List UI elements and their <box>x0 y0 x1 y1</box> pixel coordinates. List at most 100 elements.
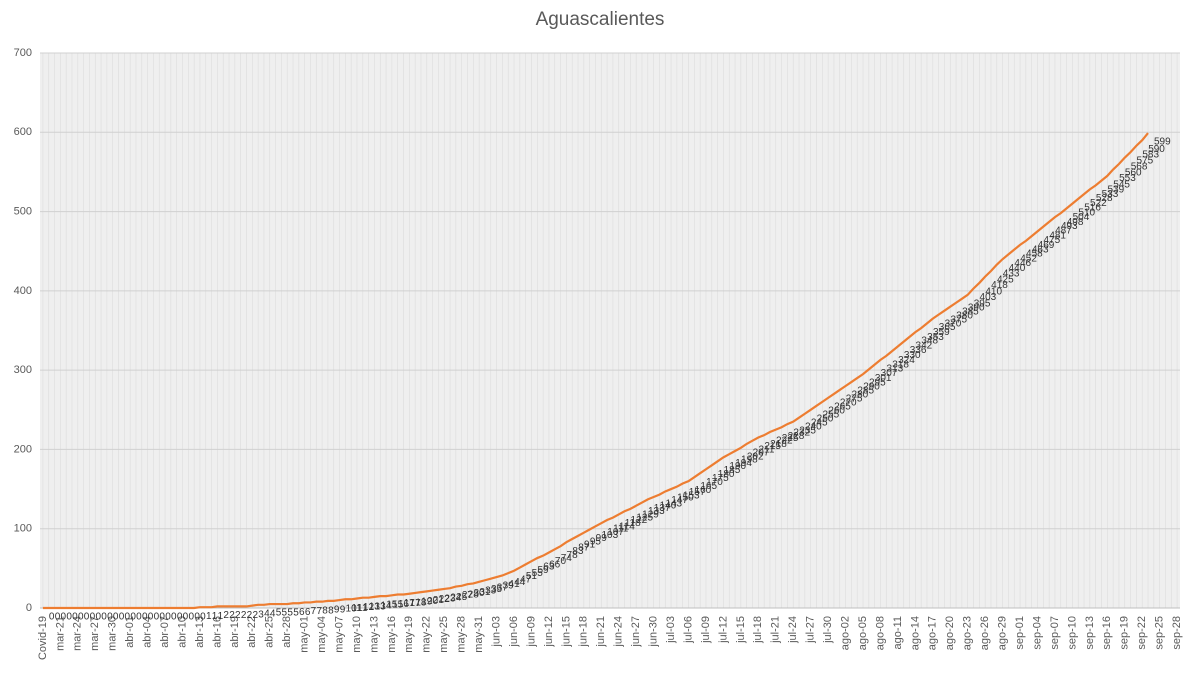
data-label: 175 <box>712 473 729 484</box>
data-label: 2 <box>252 610 258 621</box>
x-tick-label: ago-20 <box>944 616 956 650</box>
x-tick-label: jul-12 <box>717 616 729 644</box>
data-label: 198 <box>741 455 758 466</box>
data-label: 147 <box>671 495 688 506</box>
y-tick-label: 300 <box>14 364 32 376</box>
y-tick-label: 500 <box>14 205 32 217</box>
x-tick-label: ago-23 <box>962 616 974 650</box>
data-label: 0 <box>55 612 61 623</box>
data-label: 280 <box>852 390 869 401</box>
data-label: 533 <box>1102 189 1119 200</box>
data-label: 51 <box>526 571 538 582</box>
data-label: 122 <box>631 515 648 526</box>
x-tick-label: sep-19 <box>1119 616 1131 650</box>
data-label: 330 <box>904 350 921 361</box>
data-label: 463 <box>1032 245 1049 256</box>
data-label: 11 <box>351 603 362 614</box>
x-tick-label: may-07 <box>333 616 345 653</box>
data-label: 8 <box>328 605 334 616</box>
data-label: 487 <box>1055 226 1072 237</box>
data-label: 410 <box>985 287 1002 298</box>
data-label: 265 <box>834 402 851 413</box>
data-label: 202 <box>747 451 764 462</box>
data-label: 125 <box>636 513 653 524</box>
data-label: 7 <box>311 606 317 617</box>
data-label: 4 <box>270 608 276 619</box>
plot-area <box>40 53 1180 608</box>
data-label: 30 <box>474 588 486 599</box>
data-label: 0 <box>136 612 142 623</box>
y-tick-label: 100 <box>14 523 32 535</box>
x-tick-label: jun-12 <box>543 616 555 648</box>
data-label: 16 <box>398 599 410 610</box>
data-label: 5 <box>282 608 288 619</box>
data-label: 516 <box>1084 203 1101 214</box>
x-tick-label: abr-07 <box>159 616 171 648</box>
data-label: 23 <box>444 593 456 604</box>
data-label: 583 <box>1142 149 1159 160</box>
data-label: 0 <box>61 612 67 623</box>
data-label: 0 <box>95 612 101 623</box>
data-label: 0 <box>101 612 107 623</box>
x-tick-label: mar-30 <box>107 616 119 651</box>
data-label: 95 <box>590 536 602 547</box>
data-label: 15 <box>386 600 398 611</box>
data-label: 452 <box>1020 253 1037 264</box>
x-tick-label: jul-15 <box>735 616 747 644</box>
y-tick-label: 600 <box>14 126 32 138</box>
x-tick-label: may-10 <box>351 616 363 653</box>
data-label: 180 <box>718 469 735 480</box>
data-label: 0 <box>119 612 125 623</box>
data-label: 0 <box>66 612 72 623</box>
data-label: 403 <box>980 292 997 303</box>
data-label: 66 <box>549 559 561 570</box>
data-label: 365 <box>939 322 956 333</box>
y-tick-label: 0 <box>26 602 32 614</box>
data-label: 194 <box>735 458 752 469</box>
x-tick-label: sep-01 <box>1014 616 1026 650</box>
data-label: 568 <box>1131 161 1148 172</box>
data-label: 103 <box>601 530 618 541</box>
data-label: 270 <box>840 398 857 409</box>
data-label: 153 <box>683 490 700 501</box>
data-label: 1 <box>212 611 218 622</box>
data-label: 185 <box>724 465 741 476</box>
data-label: 0 <box>84 612 90 623</box>
y-tick-label: 700 <box>14 47 32 59</box>
x-tick-label: jul-27 <box>805 616 817 644</box>
x-tick-label: may-13 <box>368 616 380 653</box>
data-label: 133 <box>648 506 665 517</box>
data-label: 2 <box>241 610 247 621</box>
x-tick-label: jun-18 <box>578 616 590 648</box>
data-label: 24 <box>450 593 462 604</box>
data-label: 160 <box>695 485 712 496</box>
data-label: 0 <box>148 612 154 623</box>
data-label: 336 <box>910 345 927 356</box>
x-tick-label: mar-24 <box>72 616 84 651</box>
data-label: 418 <box>991 280 1008 291</box>
data-label: 528 <box>1096 193 1113 204</box>
x-tick-label: jul-06 <box>682 616 694 644</box>
data-label: 17 <box>404 598 416 609</box>
data-label: 39 <box>503 581 515 592</box>
data-label: 143 <box>665 498 682 509</box>
x-tick-label: mar-27 <box>89 616 101 651</box>
data-label: 560 <box>1125 168 1142 179</box>
data-label: 446 <box>1014 258 1031 269</box>
x-tick-label: mar-21 <box>54 616 66 651</box>
data-label: 9 <box>340 605 346 616</box>
data-label: 481 <box>1049 230 1066 241</box>
data-label: 0 <box>183 612 189 623</box>
data-label: 140 <box>660 501 677 512</box>
data-label: 3 <box>258 609 264 620</box>
x-tick-label: may-16 <box>386 616 398 653</box>
x-tick-label: jun-24 <box>613 616 625 648</box>
data-label: 510 <box>1078 207 1095 218</box>
x-tick-label: jul-18 <box>752 616 764 644</box>
y-tick-label: 200 <box>14 443 32 455</box>
data-label: 137 <box>654 503 671 514</box>
data-label: 8 <box>322 605 328 616</box>
data-label: 87 <box>578 543 590 554</box>
x-tick-label: ago-14 <box>909 616 921 650</box>
